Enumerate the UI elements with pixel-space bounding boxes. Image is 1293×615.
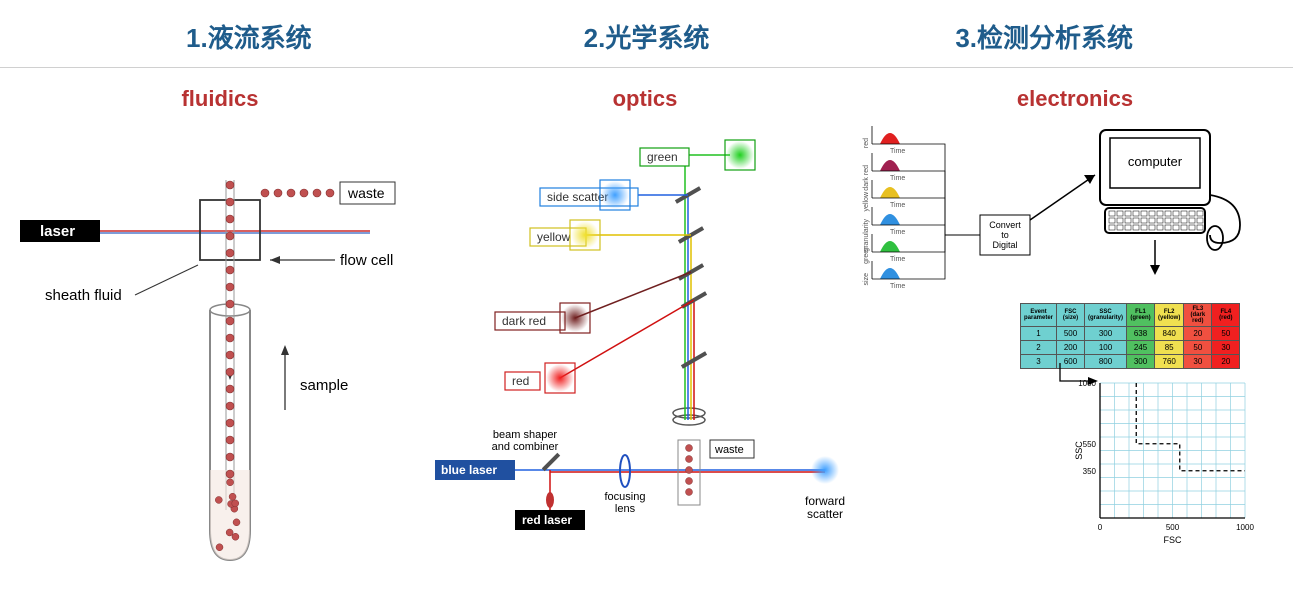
svg-text:350: 350 xyxy=(1083,467,1097,476)
svg-text:Time: Time xyxy=(890,148,905,155)
svg-text:green: green xyxy=(863,246,870,264)
sheath-pointer xyxy=(135,265,198,295)
svg-text:Time: Time xyxy=(890,229,905,236)
beam-shaper-label1: beam shaper xyxy=(493,429,558,441)
convert-to-computer-arrow xyxy=(1030,175,1095,220)
svg-text:FSC: FSC xyxy=(1164,535,1183,545)
fluidics-title: fluidics xyxy=(10,86,430,112)
svg-text:Time: Time xyxy=(890,202,905,209)
computer-icon: computer xyxy=(1100,130,1240,250)
svg-text:Time: Time xyxy=(890,283,905,290)
panel-fluidics: fluidics laser flow cell waste sheath fl… xyxy=(10,68,430,608)
svg-text:1000: 1000 xyxy=(1236,523,1254,532)
flow-cell-label: flow cell xyxy=(340,252,393,269)
svg-text:SSC: SSC xyxy=(1075,441,1084,460)
convert-label3: Digital xyxy=(992,240,1017,250)
panel-optics: optics blue laser red laser beam shaper … xyxy=(430,68,860,608)
svg-text:dark red: dark red xyxy=(502,314,546,328)
header-row: 1.液流系统 2.光学系统 3.检测分析系统 xyxy=(0,0,1293,68)
beam-combiner-mirror xyxy=(542,453,560,471)
computer-label: computer xyxy=(1128,154,1183,169)
panel-electronics: electronics Time red Time dark red Time yello… xyxy=(860,68,1290,608)
svg-text:yellow: yellow xyxy=(863,191,870,211)
electronics-signals-diagram: TimeredTimedark redTimeyellowTimegranula… xyxy=(860,120,1290,300)
convert-label2: to xyxy=(1001,230,1009,240)
svg-text:500: 500 xyxy=(1166,523,1180,532)
optics-detectors: green side scatter yellow dark red red xyxy=(495,140,755,393)
focusing-lens-icon xyxy=(620,455,630,487)
stream-cells xyxy=(226,181,234,478)
waste-cells xyxy=(261,189,334,197)
arrow-head-icon xyxy=(270,256,280,264)
svg-text:550: 550 xyxy=(1083,440,1097,449)
sample-label: sample xyxy=(300,377,348,394)
arrow-head-icon xyxy=(1150,265,1160,275)
focusing-lens-label1: focusing xyxy=(605,491,646,503)
optics-waste-label: waste xyxy=(714,444,744,456)
svg-text:size: size xyxy=(863,273,870,286)
signal-traces: TimeredTimedark redTimeyellowTimegranula… xyxy=(863,126,910,290)
svg-text:dark red: dark red xyxy=(863,165,870,191)
mouse-cable-icon xyxy=(1210,195,1240,243)
electronics-title: electronics xyxy=(860,86,1290,112)
collector-lens-2 xyxy=(673,408,705,418)
svg-text:side scatter: side scatter xyxy=(547,190,608,204)
svg-text:Time: Time xyxy=(890,256,905,263)
svg-text:red: red xyxy=(512,374,529,388)
electronics-table-wrapper: Event parameterFSC (size)SSC (granularit… xyxy=(1020,303,1240,369)
optics-title: optics xyxy=(430,86,860,112)
keyboard-keys xyxy=(1109,211,1203,230)
waste-label: waste xyxy=(347,185,385,201)
header-1: 1.液流系统 xyxy=(50,0,448,67)
blue-laser-label: blue laser xyxy=(441,463,497,477)
svg-text:green: green xyxy=(647,150,678,164)
scatter-plot: 0 500 1000 350 550 1000 FSC SSC xyxy=(1075,373,1275,548)
sheath-fluid-label: sheath fluid xyxy=(45,287,122,304)
header-2: 2.光学系统 xyxy=(448,0,846,67)
scatter-plot-grid: 0 500 1000 350 550 1000 FSC SSC xyxy=(1075,379,1254,545)
forward-scatter-label2: scatter xyxy=(807,507,843,521)
forward-scatter-detector xyxy=(811,456,839,484)
svg-text:Time: Time xyxy=(890,175,905,182)
optics-cells xyxy=(686,445,693,496)
svg-text:0: 0 xyxy=(1098,523,1103,532)
forward-scatter-label1: forward xyxy=(805,494,845,508)
mouse-icon xyxy=(1207,226,1223,250)
laser-label: laser xyxy=(40,223,75,240)
svg-text:1000: 1000 xyxy=(1078,379,1096,388)
convert-label1: Convert xyxy=(989,220,1021,230)
red-laser-aperture xyxy=(546,492,554,508)
arrow-head-icon xyxy=(281,345,289,355)
signal-wires xyxy=(910,144,980,279)
red-laser-label: red laser xyxy=(522,513,572,527)
focusing-lens-label2: lens xyxy=(615,503,636,515)
electronics-data-table: Event parameterFSC (size)SSC (granularit… xyxy=(1020,303,1240,369)
svg-text:red: red xyxy=(863,138,870,148)
arrow-head-icon xyxy=(1084,175,1095,184)
optics-diagram: blue laser red laser beam shaper and com… xyxy=(430,120,860,580)
svg-text:yellow: yellow xyxy=(537,230,571,244)
fluidics-diagram: laser flow cell waste sheath fluid sampl… xyxy=(10,120,430,580)
header-3: 3.检测分析系统 xyxy=(845,0,1243,67)
beam-shaper-label2: and combiner xyxy=(492,441,559,453)
